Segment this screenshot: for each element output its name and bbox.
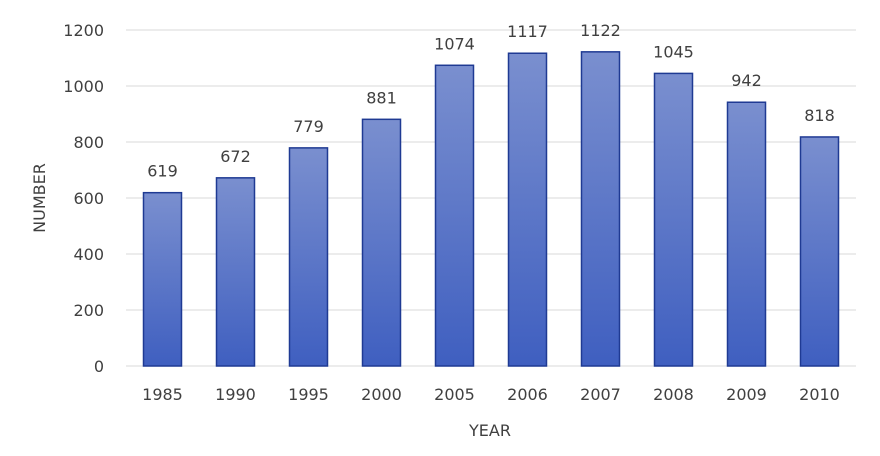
x-tick-label: 1985 <box>142 385 183 404</box>
data-labels: 619 672 779 881 1074 1117 1122 1045 942 818 <box>147 21 835 181</box>
data-label: 672 <box>220 147 251 166</box>
bar <box>799 136 840 367</box>
x-tick-label: 2000 <box>361 385 402 404</box>
y-tick-label: 1200 <box>63 21 104 40</box>
x-tick-label: 2005 <box>434 385 475 404</box>
bar <box>215 177 256 367</box>
x-tick-label: 1995 <box>288 385 329 404</box>
y-tick-label: 600 <box>73 189 104 208</box>
bar <box>726 101 767 367</box>
x-tick-label: 2010 <box>799 385 840 404</box>
data-label: 881 <box>366 88 397 107</box>
data-label: 619 <box>147 162 178 181</box>
bar <box>580 51 621 367</box>
y-axis-title: NUMBER <box>30 163 49 233</box>
data-label: 1122 <box>580 21 621 40</box>
bar <box>434 64 475 367</box>
data-label: 942 <box>731 71 762 90</box>
y-tick-label: 800 <box>73 133 104 152</box>
bar <box>142 191 183 367</box>
data-label: 1117 <box>507 22 548 41</box>
data-label: 779 <box>293 117 324 136</box>
y-tick-label: 400 <box>73 245 104 264</box>
x-tick-label: 2009 <box>726 385 767 404</box>
y-tick-label: 0 <box>94 357 104 376</box>
data-label: 818 <box>804 106 835 125</box>
y-tick-label: 1000 <box>63 77 104 96</box>
y-tick-label: 200 <box>73 301 104 320</box>
data-label: 1045 <box>653 42 694 61</box>
x-axis-ticks: 1985 1990 1995 2000 2005 2006 2007 2008 2009 2010 <box>142 385 840 404</box>
bar <box>361 118 402 367</box>
x-tick-label: 2007 <box>580 385 621 404</box>
bar <box>288 147 329 367</box>
data-label: 1074 <box>434 34 475 53</box>
bar <box>507 52 548 367</box>
x-tick-label: 1990 <box>215 385 256 404</box>
x-tick-label: 2006 <box>507 385 548 404</box>
bars <box>142 51 840 367</box>
y-axis-ticks: 0 200 400 600 800 1000 1200 <box>63 21 104 376</box>
x-tick-label: 2008 <box>653 385 694 404</box>
x-axis-title: YEAR <box>468 421 511 440</box>
bar <box>653 72 694 367</box>
